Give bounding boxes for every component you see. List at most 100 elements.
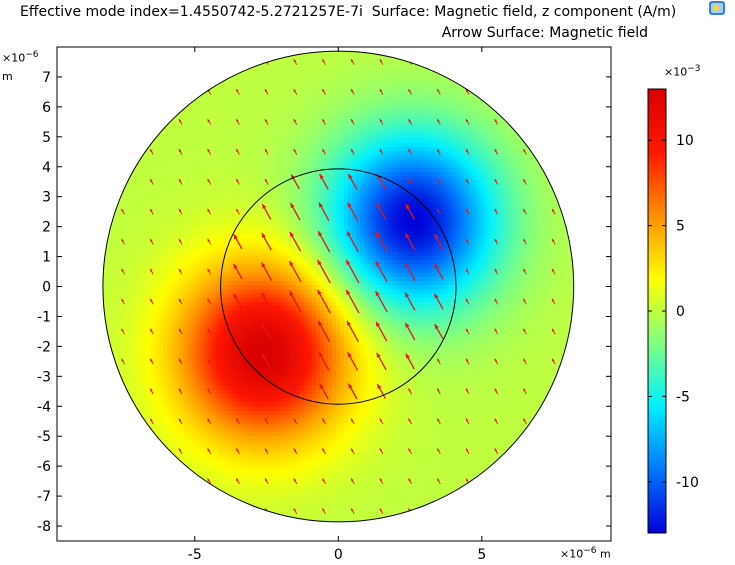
- field-arrow-191: [494, 118, 499, 125]
- field-arrow-127: [375, 290, 388, 313]
- field-arrow-44: [235, 418, 240, 425]
- x-axis-unit: ×10−6 m: [560, 546, 611, 561]
- field-arrow-8: [149, 358, 154, 365]
- field-arrow-16: [178, 448, 183, 455]
- colorbar-tick-label: 0: [676, 304, 685, 320]
- field-arrow-155: [436, 388, 441, 395]
- field-arrow-175: [465, 208, 470, 215]
- field-arrow-165: [436, 88, 441, 95]
- field-arrow-87: [293, 58, 298, 65]
- field-arrow-84: [293, 148, 298, 155]
- x-tick-label: 0: [334, 547, 343, 563]
- y-tick-label: 2: [42, 220, 51, 236]
- field-arrow-180: [494, 448, 499, 455]
- field-arrow-115: [347, 173, 358, 190]
- field-arrow-1: [121, 328, 125, 335]
- field-arrow-85: [293, 118, 298, 125]
- field-arrow-169: [465, 388, 470, 395]
- field-arrow-9: [149, 328, 154, 335]
- field-arrow-168: [465, 418, 470, 425]
- field-arrow-119: [350, 58, 355, 65]
- field-arrow-63: [261, 292, 273, 311]
- field-arrow-203: [551, 328, 556, 335]
- field-arrow-162: [436, 178, 441, 185]
- field-arrow-167: [465, 448, 470, 455]
- field-arrow-132: [379, 148, 384, 155]
- field-arrow-12: [149, 238, 154, 245]
- axis-ticks: 7 6 5 4 3 2 1 0 -1 -2 -3 -4 -5 -6 -7 -8 -5 0 5: [37, 47, 611, 563]
- field-arrow-15: [149, 148, 154, 155]
- field-arrow-194: [523, 358, 527, 365]
- field-arrow-35: [207, 268, 212, 275]
- field-arrow-0: [121, 358, 125, 365]
- field-arrow-21: [178, 298, 183, 305]
- y-tick-label: -3: [37, 369, 51, 385]
- field-arrow-187: [494, 238, 499, 245]
- field-arrow-57: [264, 478, 269, 485]
- field-arrow-70: [264, 88, 269, 95]
- y-tick-label: -4: [37, 399, 51, 415]
- field-arrow-116: [350, 148, 355, 155]
- field-arrow-178: [465, 118, 470, 125]
- field-arrow-154: [436, 418, 441, 425]
- field-arrow-50: [233, 233, 243, 250]
- field-arrow-190: [494, 148, 499, 155]
- y-tick-label: 1: [42, 250, 51, 266]
- field-arrow-93: [318, 351, 330, 371]
- field-arrow-149: [408, 118, 412, 125]
- y-tick-label: -1: [37, 309, 51, 325]
- field-arrow-176: [465, 178, 470, 185]
- field-arrow-160: [434, 233, 444, 250]
- field-arrow-19: [178, 358, 183, 365]
- field-arrow-67: [264, 178, 269, 185]
- field-arrow-46: [235, 358, 240, 365]
- field-arrow-196: [523, 298, 527, 305]
- field-arrow-206: [551, 238, 556, 245]
- field-arrow-89: [322, 478, 326, 485]
- field-arrow-53: [235, 148, 240, 155]
- field-arrow-4: [121, 238, 125, 245]
- y-tick-label: 5: [42, 130, 51, 146]
- field-arrow-104: [350, 508, 355, 515]
- field-arrow-143: [404, 292, 416, 311]
- field-arrow-14: [149, 178, 154, 185]
- field-arrow-99: [319, 173, 329, 190]
- field-arrow-133: [379, 118, 384, 125]
- field-arrow-69: [264, 118, 269, 125]
- field-arrow-105: [350, 478, 355, 485]
- field-arrow-94: [317, 320, 331, 343]
- field-arrow-92: [319, 383, 329, 400]
- field-arrow-102: [322, 88, 326, 95]
- field-arrow-186: [494, 268, 499, 275]
- field-arrow-183: [494, 358, 499, 365]
- field-arrow-173: [465, 268, 470, 275]
- field-arrow-198: [523, 238, 527, 245]
- field-arrow-146: [405, 203, 415, 220]
- field-arrow-134: [379, 88, 384, 95]
- field-arrow-207: [551, 208, 556, 215]
- field-arrow-152: [436, 478, 441, 485]
- field-arrow-109: [347, 351, 359, 371]
- field-arrow-118: [350, 88, 355, 95]
- field-arrow-64: [261, 262, 273, 281]
- field-arrow-18: [178, 388, 183, 395]
- field-arrow-135: [379, 58, 384, 65]
- field-arrow-158: [433, 293, 444, 310]
- field-arrow-30: [207, 418, 212, 425]
- field-arrow-100: [322, 148, 326, 155]
- field-arrow-113: [346, 230, 359, 253]
- field-arrow-101: [322, 118, 326, 125]
- field-arrow-59: [264, 418, 269, 425]
- field-arrow-95: [317, 289, 331, 314]
- field-arrow-60: [264, 388, 269, 395]
- field-arrow-38: [207, 178, 212, 185]
- field-arrow-171: [465, 328, 470, 335]
- field-arrow-177: [465, 148, 470, 155]
- field-arrow-78: [289, 321, 302, 342]
- field-arrow-174: [465, 238, 470, 245]
- field-arrow-33: [207, 328, 212, 335]
- field-arrow-130: [376, 202, 387, 221]
- field-arrow-77: [289, 352, 301, 371]
- field-arrow-20: [178, 328, 183, 335]
- field-arrow-48: [233, 293, 243, 310]
